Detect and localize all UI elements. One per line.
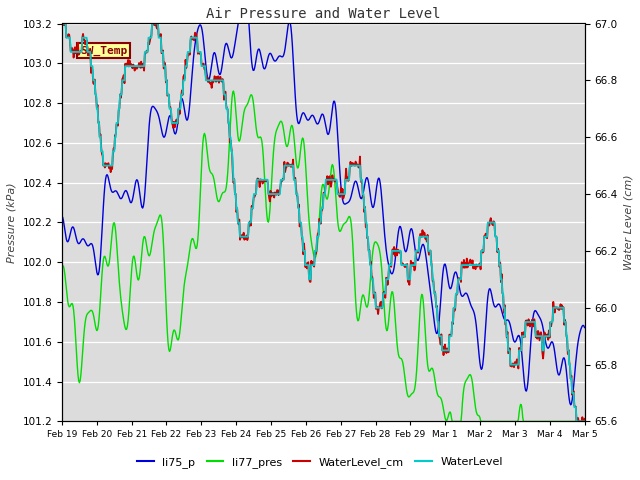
WaterLevel bbox=[202, 77, 210, 83]
li77_pres bbox=[68, 301, 76, 307]
Line: li77_pres: li77_pres bbox=[62, 91, 584, 421]
li75_p bbox=[567, 402, 575, 408]
Title: Air Pressure and Water Level: Air Pressure and Water Level bbox=[206, 7, 440, 21]
li77_pres bbox=[230, 88, 237, 94]
li77_pres bbox=[58, 265, 66, 271]
WaterLevel bbox=[387, 262, 394, 268]
li77_pres bbox=[449, 419, 456, 424]
li75_p bbox=[122, 188, 129, 194]
Line: WaterLevel: WaterLevel bbox=[62, 24, 584, 421]
li77_pres bbox=[403, 387, 410, 393]
Legend: li75_p, li77_pres, WaterLevel_cm, WaterLevel: li75_p, li77_pres, WaterLevel_cm, WaterL… bbox=[132, 452, 508, 472]
Y-axis label: Water Level (cm): Water Level (cm) bbox=[623, 175, 633, 270]
li75_p bbox=[236, 17, 243, 23]
WaterLevel bbox=[402, 262, 410, 268]
li75_p bbox=[580, 324, 588, 330]
li77_pres bbox=[202, 137, 210, 143]
WaterLevel bbox=[580, 419, 588, 424]
li77_pres bbox=[580, 419, 588, 424]
WaterLevel bbox=[122, 63, 129, 69]
li75_p bbox=[68, 226, 76, 232]
WaterLevel_cm bbox=[59, 21, 67, 26]
WaterLevel_cm bbox=[403, 264, 410, 269]
WaterLevel_cm bbox=[68, 45, 76, 51]
Line: li75_p: li75_p bbox=[62, 20, 584, 405]
li75_p bbox=[387, 271, 395, 276]
WaterLevel_cm bbox=[122, 64, 130, 70]
WaterLevel_cm bbox=[58, 21, 66, 27]
Y-axis label: Pressure (kPa): Pressure (kPa) bbox=[7, 182, 17, 263]
li77_pres bbox=[122, 325, 129, 331]
Text: SW_Temp: SW_Temp bbox=[80, 45, 127, 56]
WaterLevel_cm bbox=[580, 416, 588, 422]
li75_p bbox=[175, 116, 182, 121]
WaterLevel_cm bbox=[203, 77, 211, 83]
WaterLevel bbox=[577, 419, 584, 424]
WaterLevel bbox=[68, 49, 76, 55]
li77_pres bbox=[387, 292, 395, 298]
li75_p bbox=[58, 213, 66, 219]
li75_p bbox=[202, 62, 210, 68]
li75_p bbox=[403, 248, 410, 254]
li77_pres bbox=[175, 337, 182, 343]
WaterLevel_cm bbox=[573, 419, 580, 424]
WaterLevel_cm bbox=[387, 264, 395, 270]
WaterLevel bbox=[175, 106, 182, 112]
Line: WaterLevel_cm: WaterLevel_cm bbox=[62, 24, 584, 421]
WaterLevel bbox=[58, 21, 66, 26]
WaterLevel_cm bbox=[175, 106, 183, 112]
